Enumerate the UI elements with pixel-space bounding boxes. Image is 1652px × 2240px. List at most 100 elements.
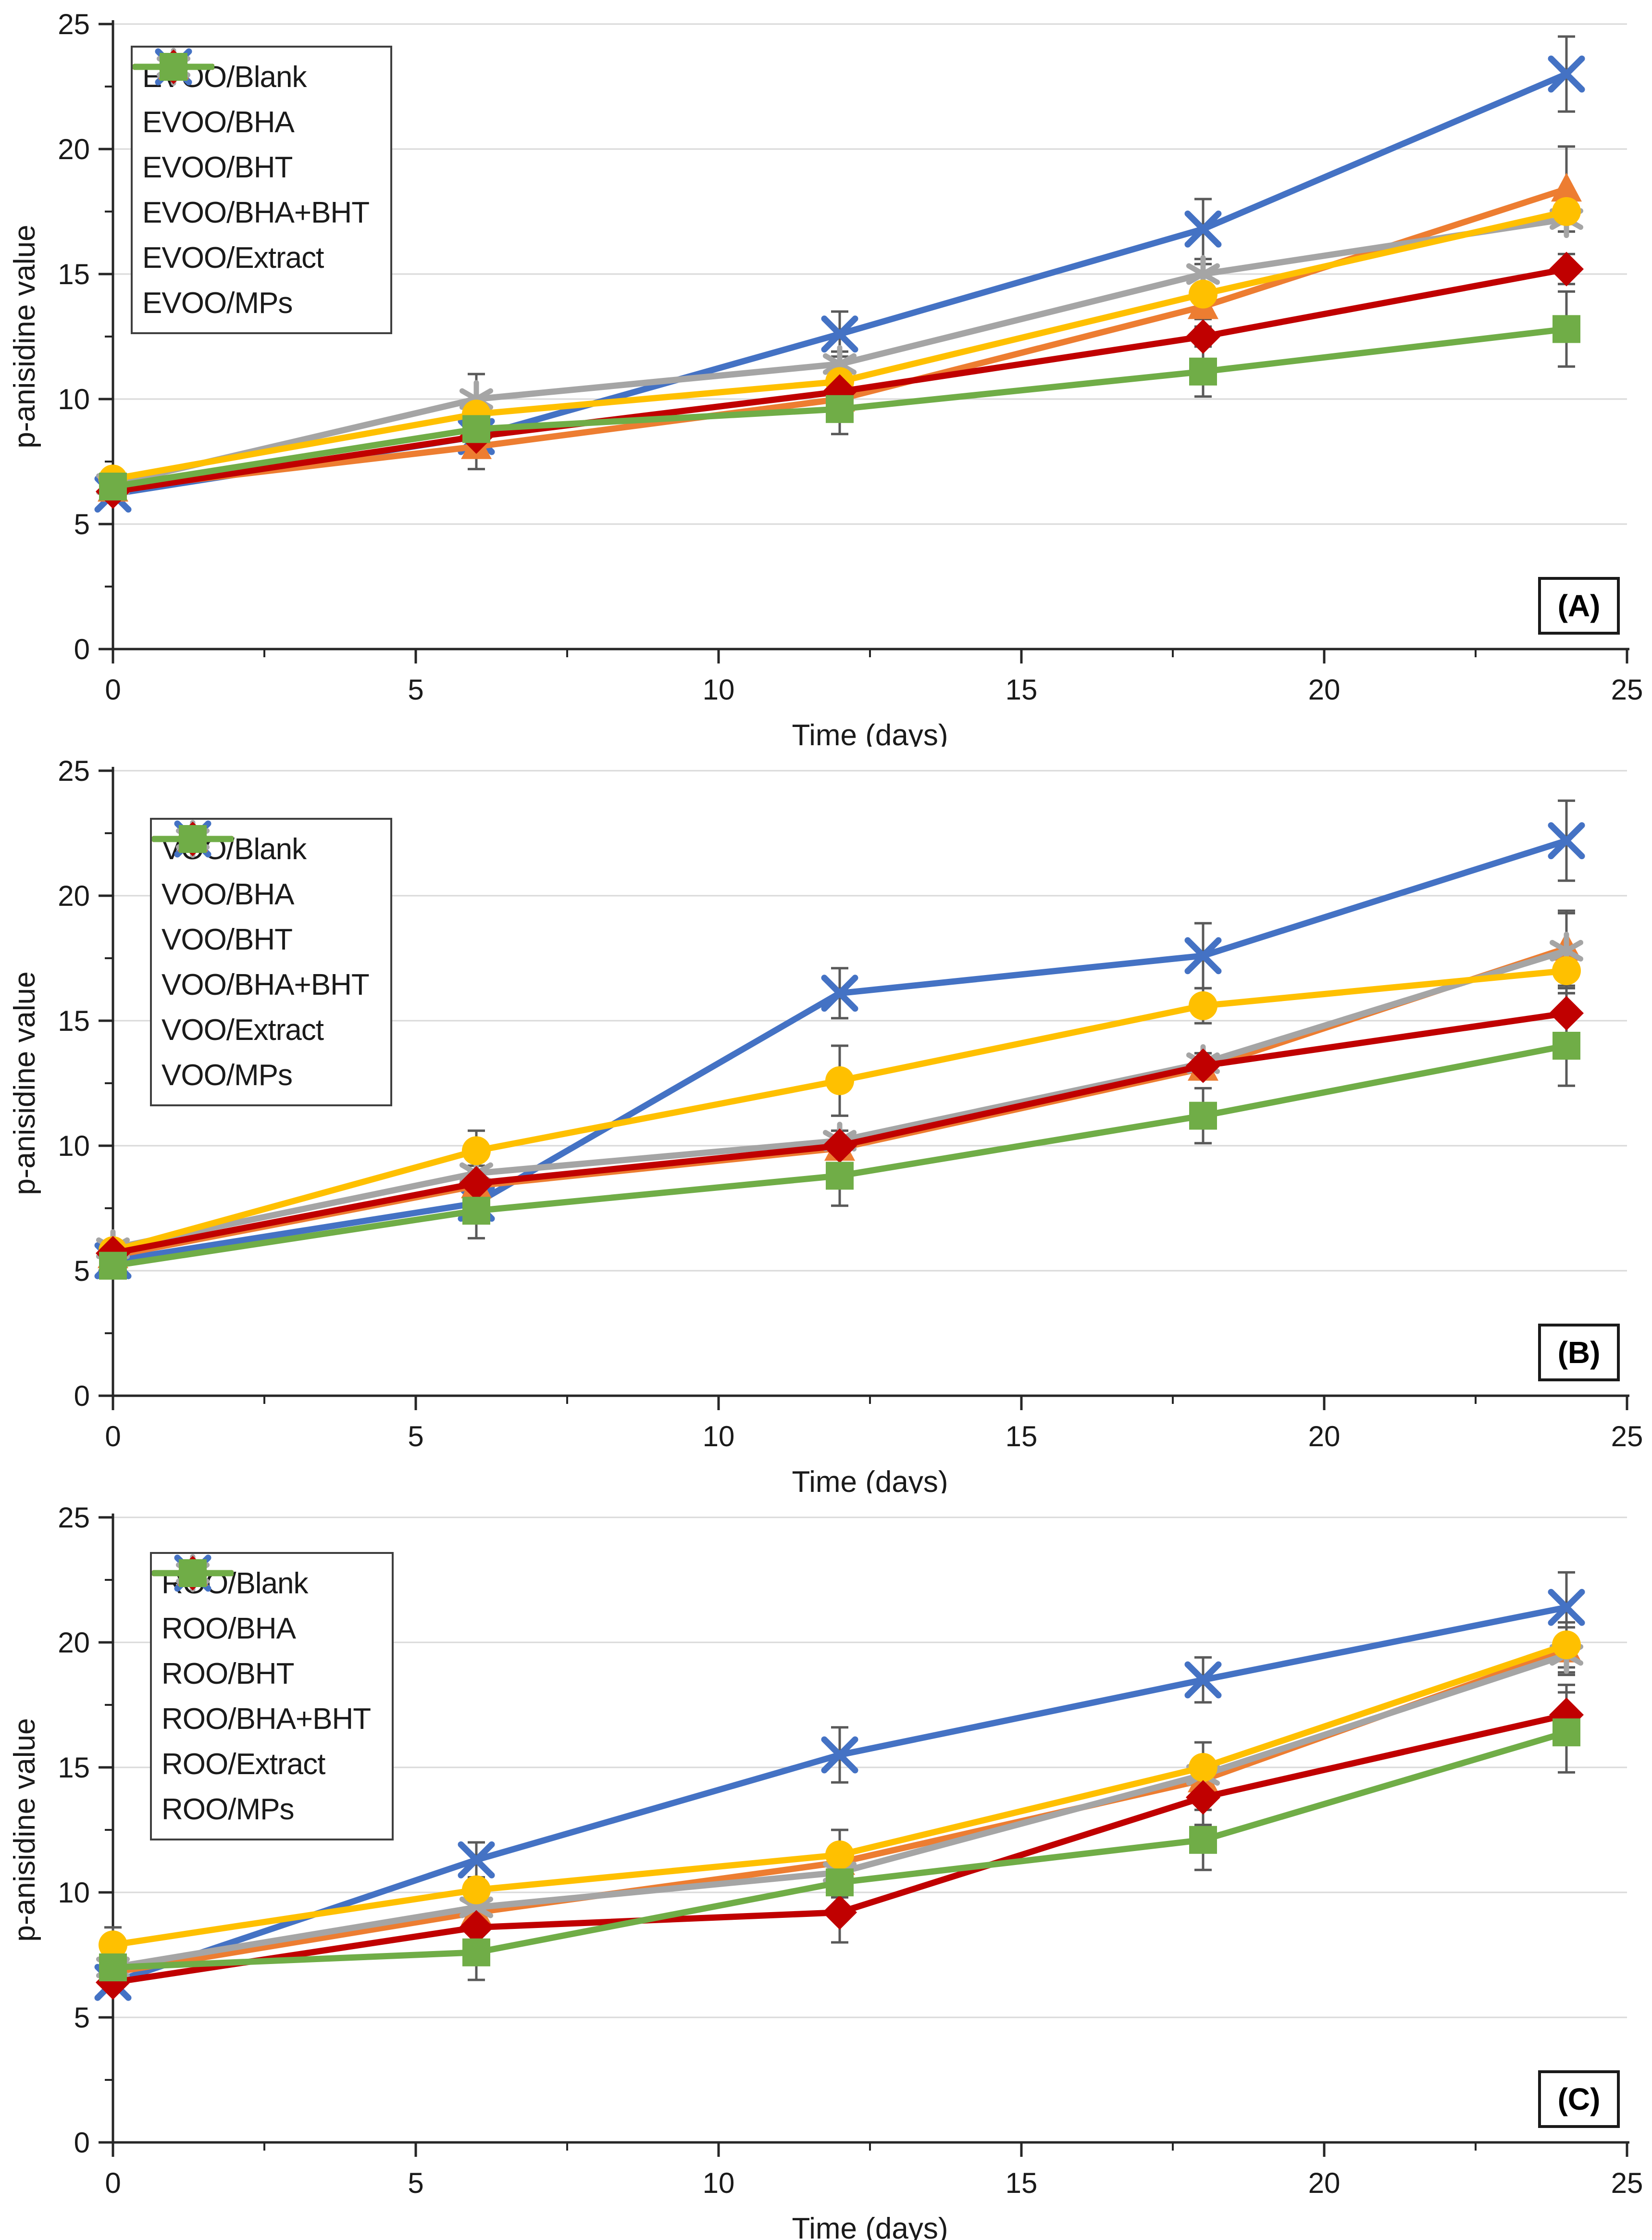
series-marker-circle xyxy=(99,1930,127,1960)
panel-letter-label: (A) xyxy=(1557,588,1601,623)
legend-marker-glyph xyxy=(160,53,187,81)
x-tick-label: 0 xyxy=(105,674,121,706)
y-tick-label: 10 xyxy=(58,1877,90,1909)
x-tick-label: 0 xyxy=(105,1420,121,1452)
legend-item: EVOO/MPs xyxy=(133,53,369,325)
y-tick-label: 5 xyxy=(74,508,90,540)
y-tick-label: 10 xyxy=(58,1130,90,1162)
x-tick-label: 15 xyxy=(1006,674,1038,706)
series-marker-square xyxy=(1553,315,1580,343)
panel-b: 0 5 10 15 20 25 0 5 10 15 20 25 Time (days) p-anisidi… xyxy=(0,747,1652,1493)
series-marker-x xyxy=(1184,1661,1222,1699)
legend-item: ROO/BHA xyxy=(152,1557,371,1651)
legend-item: EVOO/BHA xyxy=(133,50,369,145)
y-tick-label: 0 xyxy=(74,1380,90,1412)
legend-label: ROO/MPs xyxy=(161,1792,294,1826)
series-marker-square xyxy=(1553,1032,1580,1060)
y-axis-title: p-anisidine value xyxy=(8,1718,41,1941)
series-marker-diamond xyxy=(1186,319,1220,354)
series-marker-x xyxy=(458,1841,495,1878)
legend-marker-square-icon xyxy=(133,53,214,81)
series-marker-x xyxy=(821,315,858,353)
y-axis-title: p-anisidine value xyxy=(8,225,41,448)
chart-plot-area: 0 5 10 15 20 25 0 5 10 15 20 25 Time (days) p-anisidi… xyxy=(8,8,1643,747)
series-marker-asterisk xyxy=(459,1896,494,1918)
x-tick-label: 25 xyxy=(1611,674,1643,706)
legend-item: ROO/BHT xyxy=(152,1554,371,1696)
series-marker-square xyxy=(462,415,490,443)
panel-letter-box: (B) xyxy=(1538,1324,1620,1381)
legend-label: ROO/BHA xyxy=(161,1612,296,1645)
x-tick-label: 0 xyxy=(105,2167,121,2199)
y-tick-label: 25 xyxy=(58,8,90,40)
series-marker-diamond xyxy=(1186,1780,1220,1815)
panel-letter-box: (A) xyxy=(1538,577,1620,635)
series-marker-x xyxy=(1548,822,1585,860)
series-marker-circle xyxy=(1552,1630,1581,1660)
legend-box: ROO/Blank ROO/BHA ROO/BHT ROO/BHA+BHT ROO/Ex… xyxy=(150,1552,394,1840)
legend-label: EVOO/BHA xyxy=(142,105,295,139)
x-tick-label: 10 xyxy=(703,2167,735,2199)
legend-item: VOO/BHT xyxy=(152,820,369,962)
legend-label: EVOO/BHA+BHT xyxy=(142,196,370,229)
series-marker-circle xyxy=(1189,279,1217,309)
legend-marker-square-icon xyxy=(152,1559,234,1587)
legend-label: ROO/Extract xyxy=(161,1747,325,1781)
series-marker-diamond xyxy=(1186,1048,1220,1083)
series-marker-x xyxy=(1184,937,1222,975)
series-marker-square xyxy=(1189,1826,1217,1854)
x-tick-label: 15 xyxy=(1006,2167,1038,2199)
legend-label: EVOO/BHT xyxy=(142,150,293,184)
legend-label: VOO/BHA+BHT xyxy=(161,968,370,1001)
x-tick-label: 25 xyxy=(1611,1420,1643,1452)
series-marker-circle xyxy=(1552,197,1581,226)
series-marker-x xyxy=(1548,55,1585,93)
series-marker-diamond xyxy=(1549,251,1584,287)
legend-label: EVOO/MPs xyxy=(142,286,293,320)
series-marker-diamond xyxy=(822,1128,857,1163)
series-marker-square xyxy=(826,1162,854,1190)
legend-label: EVOO/Extract xyxy=(142,241,324,275)
series-marker-asterisk xyxy=(1549,939,1584,962)
series-marker-x xyxy=(1548,1589,1585,1626)
y-tick-label: 15 xyxy=(58,258,90,290)
y-tick-label: 20 xyxy=(58,880,90,912)
legend-label: ROO/BHT xyxy=(161,1657,294,1690)
y-tick-label: 15 xyxy=(58,1752,90,1784)
series-marker-circle xyxy=(462,1875,491,1904)
x-tick-label: 5 xyxy=(408,674,423,706)
series-marker-diamond xyxy=(1549,1697,1584,1732)
series-marker-square xyxy=(99,1953,127,1981)
series-marker-circle xyxy=(1189,991,1217,1020)
series-marker-square xyxy=(826,395,854,423)
panel-letter-label: (C) xyxy=(1557,2082,1601,2116)
y-tick-label: 5 xyxy=(74,2002,90,2034)
series-marker-square xyxy=(1553,1718,1580,1747)
legend-marker-glyph xyxy=(179,825,207,853)
legend-marker-square-icon xyxy=(152,825,234,853)
y-tick-label: 25 xyxy=(58,1502,90,1534)
x-tick-label: 15 xyxy=(1006,1420,1038,1452)
series-marker-circle xyxy=(825,1066,854,1095)
x-tick-label: 10 xyxy=(703,1420,735,1452)
series-marker-x xyxy=(1184,210,1222,248)
series-marker-asterisk xyxy=(1186,263,1220,285)
legend-item: VOO/Extract xyxy=(152,822,369,1052)
legend-item: EVOO/Extract xyxy=(133,50,369,280)
panel-a: 0 5 10 15 20 25 0 5 10 15 20 25 Time (days) p-anisidi… xyxy=(0,0,1652,747)
series-marker-diamond xyxy=(822,1895,857,1930)
legend-item: EVOO/BHT xyxy=(133,48,369,190)
panel-c: 0 5 10 15 20 25 0 5 10 15 20 25 Time (days) p-anisidi… xyxy=(0,1493,1652,2240)
series-marker-circle xyxy=(1552,956,1581,985)
series-marker-square xyxy=(99,473,127,501)
chart-plot-area: 0 5 10 15 20 25 0 5 10 15 20 25 Time (days) p-anisidi… xyxy=(8,755,1643,1493)
y-tick-label: 25 xyxy=(58,755,90,787)
legend-item: ROO/BHA+BHT xyxy=(152,1559,371,1741)
legend-label: VOO/MPs xyxy=(161,1058,293,1092)
series-marker-diamond xyxy=(459,1166,494,1201)
series-marker-triangle xyxy=(1551,173,1582,202)
series-marker-diamond xyxy=(1549,996,1584,1031)
legend-label: VOO/Extract xyxy=(161,1013,324,1047)
x-axis-title: Time (days) xyxy=(792,2212,948,2240)
legend-label: VOO/BHT xyxy=(161,923,293,956)
